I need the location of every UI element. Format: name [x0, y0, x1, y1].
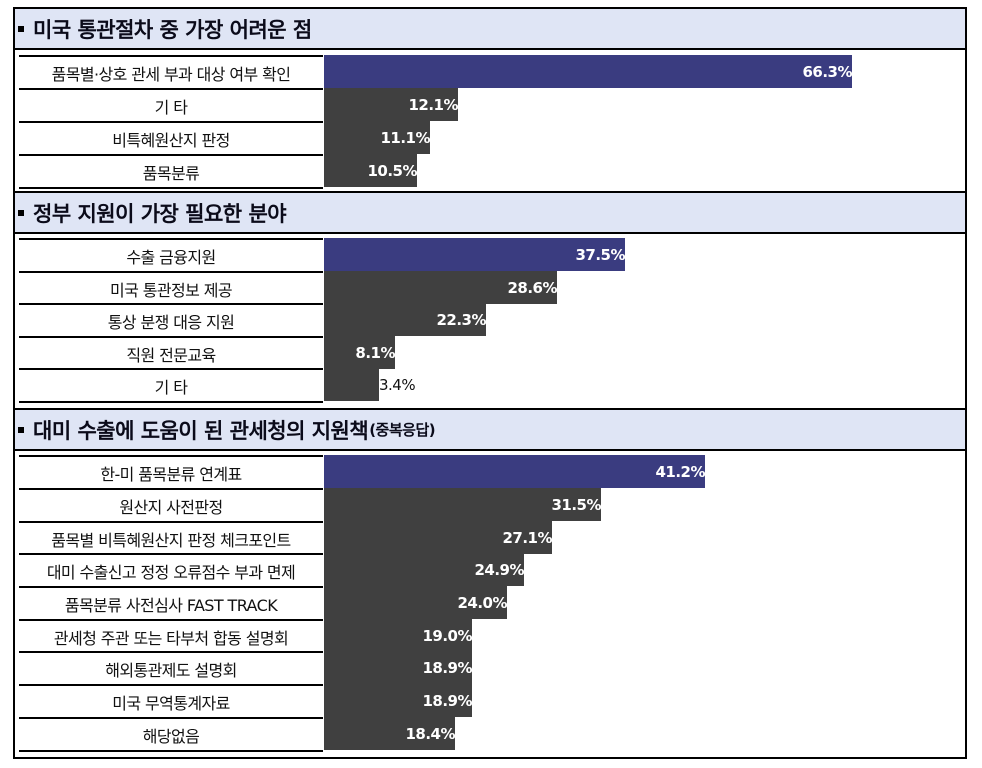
bar-row: 해당없음 18.4%	[19, 717, 959, 752]
bar-value: 27.1%	[502, 528, 552, 547]
bar-row: 기 타 12.1%	[19, 88, 959, 121]
bar-row: 관세청 주관 또는 타부처 합동 설명회 19.0%	[19, 619, 959, 652]
bar-value: 24.0%	[457, 593, 507, 612]
bar-value: 31.5%	[551, 495, 601, 514]
bar-label: 통상 분쟁 대응 지원	[19, 303, 323, 336]
bar-label: 품목별·상호 관세 부과 대상 여부 확인	[19, 55, 323, 88]
bar: 12.1%	[324, 88, 458, 121]
bar-row: 해외통관제도 설명회 18.9%	[19, 651, 959, 684]
bar: 27.1%	[324, 521, 552, 554]
bar-value: 8.1%	[355, 343, 395, 362]
bar-label: 수출 금융지원	[19, 238, 323, 271]
bar-label: 해당없음	[19, 717, 323, 752]
bar-row: 대미 수출신고 정정 오류점수 부과 면제 24.9%	[19, 553, 959, 586]
bar-value: 3.4%	[379, 375, 416, 394]
bar-value: 11.1%	[380, 128, 430, 147]
bar-row: 기 타 3.4%	[19, 368, 959, 403]
section-title: 정부 지원이 가장 필요한 분야	[33, 201, 287, 226]
bar-value: 18.9%	[422, 691, 472, 710]
bar-label: 미국 통관정보 제공	[19, 271, 323, 304]
bar: 28.6%	[324, 271, 557, 304]
bar-row: 비특혜원산지 판정 11.1%	[19, 121, 959, 154]
bar-row: 미국 무역통계자료 18.9%	[19, 684, 959, 717]
section-title: 미국 통관절차 중 가장 어려운 점	[33, 17, 312, 42]
bar-value: 22.3%	[436, 310, 486, 329]
bar-row: 품목별 비특혜원산지 판정 체크포인트 27.1%	[19, 521, 959, 554]
bar-row: 원산지 사전판정 31.5%	[19, 488, 959, 521]
bar: 22.3%	[324, 303, 486, 336]
bar-label: 해외통관제도 설명회	[19, 651, 323, 684]
bar-label: 비특혜원산지 판정	[19, 121, 323, 154]
bar: 24.9%	[324, 553, 524, 586]
bar: 37.5%	[324, 238, 625, 271]
section-title: 대미 수출에 도움이 된 관세청의 지원책	[33, 418, 369, 443]
bar-row: 미국 통관정보 제공 28.6%	[19, 271, 959, 304]
bar: 41.2%	[324, 455, 705, 488]
bar: 31.5%	[324, 488, 601, 521]
bar-value: 18.9%	[422, 658, 472, 677]
bar-label: 기 타	[19, 88, 323, 121]
bar-label: 품목분류 사전심사 FAST TRACK	[19, 586, 323, 619]
bar-label: 원산지 사전판정	[19, 488, 323, 521]
bar: 11.1%	[324, 121, 430, 154]
bar-label: 관세청 주관 또는 타부처 합동 설명회	[19, 619, 323, 652]
bar: 18.4%	[324, 717, 455, 750]
bar-label: 품목별 비특혜원산지 판정 체크포인트	[19, 521, 323, 554]
bar-label: 품목분류	[19, 154, 323, 189]
bar	[324, 368, 379, 401]
bar: 10.5%	[324, 154, 417, 187]
bar: 66.3%	[324, 55, 852, 88]
section-header: 대미 수출에 도움이 된 관세청의 지원책 (중복응답)	[15, 408, 965, 451]
bar-value: 10.5%	[367, 161, 417, 180]
bar: 18.9%	[324, 684, 472, 717]
bar-label: 기 타	[19, 368, 323, 403]
section-title-suffix: (중복응답)	[369, 421, 436, 439]
bar-value: 37.5%	[575, 245, 625, 264]
bar-row: 통상 분쟁 대응 지원 22.3%	[19, 303, 959, 336]
section-header: 미국 통관절차 중 가장 어려운 점	[15, 9, 965, 50]
bar-value: 66.3%	[802, 62, 852, 81]
bar-row: 한-미 품목분류 연계표 41.2%	[19, 455, 959, 488]
bar-row: 품목분류 10.5%	[19, 154, 959, 189]
bar-label: 미국 무역통계자료	[19, 684, 323, 717]
bar-label: 직원 전문교육	[19, 336, 323, 369]
bar-value: 28.6%	[507, 278, 557, 297]
bar-row: 직원 전문교육 8.1%	[19, 336, 959, 369]
bar-row: 수출 금융지원 37.5%	[19, 238, 959, 271]
bar: 19.0%	[324, 619, 472, 652]
bar-row: 품목별·상호 관세 부과 대상 여부 확인 66.3%	[19, 55, 959, 88]
bar: 24.0%	[324, 586, 507, 619]
section-header: 정부 지원이 가장 필요한 분야	[15, 191, 965, 234]
bullet-icon	[18, 426, 24, 433]
bar-label: 한-미 품목분류 연계표	[19, 455, 323, 488]
bar-value: 19.0%	[422, 626, 472, 645]
bullet-icon	[18, 209, 24, 216]
bar-label: 대미 수출신고 정정 오류점수 부과 면제	[19, 553, 323, 586]
chart-frame: 미국 통관절차 중 가장 어려운 점 품목별·상호 관세 부과 대상 여부 확인…	[13, 7, 967, 759]
bar: 18.9%	[324, 651, 472, 684]
bar-value: 41.2%	[655, 462, 705, 481]
bar-value: 24.9%	[474, 560, 524, 579]
bar-value: 18.4%	[405, 724, 455, 743]
bar: 8.1%	[324, 336, 395, 369]
bar-value: 12.1%	[408, 95, 458, 114]
bar-row: 품목분류 사전심사 FAST TRACK 24.0%	[19, 586, 959, 619]
bullet-icon	[18, 25, 24, 32]
